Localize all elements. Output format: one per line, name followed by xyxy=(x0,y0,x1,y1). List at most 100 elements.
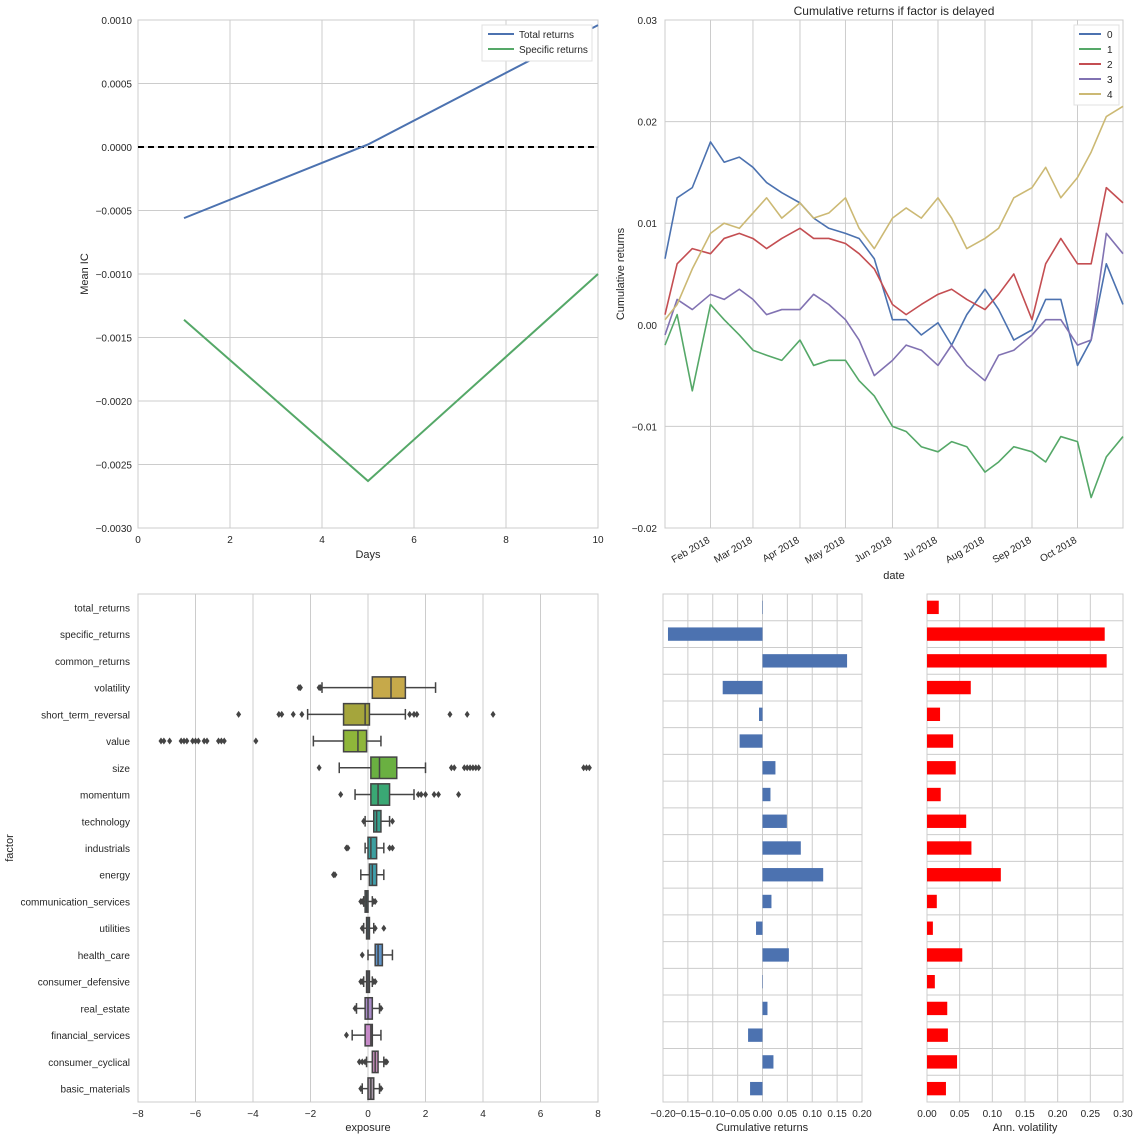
outlier-point xyxy=(372,897,378,905)
delayed-returns-legend-label: 4 xyxy=(1107,90,1113,101)
delayed-returns-series-3 xyxy=(664,232,1124,382)
delayed-returns-ytick: 0.03 xyxy=(638,16,658,27)
c4-bar xyxy=(722,680,763,695)
outlier-point xyxy=(236,710,242,718)
exposure-category-label: volatility xyxy=(94,684,130,695)
c5-bar xyxy=(927,894,937,909)
exposure-category-label: total_returns xyxy=(74,603,130,614)
outlier-point xyxy=(389,844,395,852)
c4-bar xyxy=(762,1055,774,1069)
outlier-point xyxy=(338,791,344,799)
exposure-category-label: financial_services xyxy=(51,1031,130,1042)
outlier-point xyxy=(464,710,470,718)
mean-ic-legend-label: Specific returns xyxy=(519,45,588,56)
exposure-xtick: 0 xyxy=(365,1109,371,1120)
c5-bar xyxy=(927,1001,948,1016)
exposure-category-label: energy xyxy=(99,871,130,882)
outlier-point xyxy=(451,764,457,772)
exposure-box-consumer_defensive xyxy=(358,970,378,994)
mean-ic-xtick: 10 xyxy=(592,535,604,546)
outlier-point xyxy=(467,764,473,772)
outlier-point xyxy=(352,1004,358,1012)
outlier-point xyxy=(359,924,365,932)
exposure-box-financial_services xyxy=(343,1023,382,1047)
exposure-box-size xyxy=(316,756,592,780)
delayed-returns-xtick: Feb 2018 xyxy=(670,535,712,566)
delayed-returns-legend-label: 3 xyxy=(1107,75,1113,86)
exposure-ylabel: factor xyxy=(4,834,16,862)
delayed-returns-legend: 0 1 2 3 4 xyxy=(1073,24,1120,106)
outlier-point xyxy=(584,764,589,772)
c5-bar xyxy=(927,600,939,615)
outlier-point xyxy=(372,978,378,986)
delayed-returns-xtick: Jul 2018 xyxy=(901,535,940,564)
delayed-returns-ytick: 0.00 xyxy=(638,321,658,332)
c4-xtick: 0.15 xyxy=(827,1109,847,1120)
outlier-point xyxy=(490,710,496,718)
outlier-point xyxy=(415,791,421,799)
c5-bar xyxy=(927,975,935,989)
c5-bar xyxy=(927,948,963,962)
c5-bar xyxy=(927,680,971,695)
exposure-box-consumer_cyclical xyxy=(356,1050,390,1074)
outlier-point xyxy=(389,817,395,825)
outlier-point xyxy=(356,1058,362,1066)
delayed-returns-xtick: Oct 2018 xyxy=(1038,535,1079,565)
outlier-point xyxy=(586,764,592,772)
outlier-point xyxy=(387,844,393,852)
exposure-category-label: value xyxy=(106,737,130,748)
exposure-xtick: 4 xyxy=(480,1109,486,1120)
outlier-point xyxy=(378,1085,384,1093)
delayed-returns-series-0 xyxy=(664,141,1124,367)
outlier-point xyxy=(359,978,365,986)
mean-ic-series-0 xyxy=(183,24,599,220)
delayed-returns-ylabel: Cumulative returns xyxy=(615,227,627,320)
outlier-point xyxy=(359,1058,365,1066)
c5-xtick: 0.00 xyxy=(917,1109,937,1120)
mean-ic-ytick: 0.0000 xyxy=(101,143,132,154)
box-body xyxy=(342,729,368,753)
mean-ic-xtick: 2 xyxy=(227,535,233,546)
c4-bar xyxy=(762,948,789,962)
mean-ic-ytick: −0.0030 xyxy=(96,524,133,535)
outlier-point xyxy=(204,737,210,745)
delayed-returns-series-4 xyxy=(664,105,1124,321)
c4-bar xyxy=(762,1001,768,1016)
box-body xyxy=(370,756,398,780)
exposure-box-value xyxy=(158,729,382,753)
outlier-point xyxy=(345,844,351,852)
exposure-box-utilities xyxy=(359,916,387,940)
delayed-returns-ytick: −0.01 xyxy=(632,422,658,433)
c4-bar xyxy=(762,841,801,855)
outlier-point xyxy=(411,710,417,718)
mean-ic-ytick: −0.0015 xyxy=(96,334,133,345)
c5-xtick: 0.10 xyxy=(983,1109,1003,1120)
box-body xyxy=(370,783,391,806)
outlier-point xyxy=(362,1058,368,1066)
outlier-point xyxy=(279,710,285,718)
exposure-boxplot: −8 −6 −4 −2 0 2 4 6 8 total_returns specific_retur… xyxy=(4,593,601,1134)
outlier-point xyxy=(297,684,303,692)
cumulative-returns-bars: −0.20 −0.15 −0.10 −0.05 0.00 0.05 0.10 0.15 0.20… xyxy=(650,593,872,1134)
outlier-point xyxy=(464,764,470,772)
exposure-category-label: communication_services xyxy=(21,897,131,908)
delayed-returns-series-1 xyxy=(664,303,1124,499)
c5-bar xyxy=(927,787,941,802)
outlier-point xyxy=(581,764,587,772)
box-body xyxy=(371,676,407,700)
outlier-point xyxy=(167,737,173,745)
exposure-box-energy xyxy=(331,863,385,887)
c4-bar xyxy=(762,868,824,882)
mean-ic-chart: 0 2 4 6 8 10 0.0010 0.0005 0.0000 −0.0005 −0.0010 −… xyxy=(79,16,604,561)
outlier-point xyxy=(435,791,441,799)
outlier-point xyxy=(253,737,259,745)
c4-bar xyxy=(748,1028,763,1042)
delayed-returns-legend-label: 1 xyxy=(1107,45,1113,56)
c4-bar xyxy=(762,894,772,909)
exposure-box-technology xyxy=(361,809,395,833)
exposure-xtick: 8 xyxy=(595,1109,601,1120)
c4-xtick: −0.05 xyxy=(725,1109,751,1120)
c5-xtick: 0.05 xyxy=(950,1109,970,1120)
outlier-point xyxy=(178,737,184,745)
